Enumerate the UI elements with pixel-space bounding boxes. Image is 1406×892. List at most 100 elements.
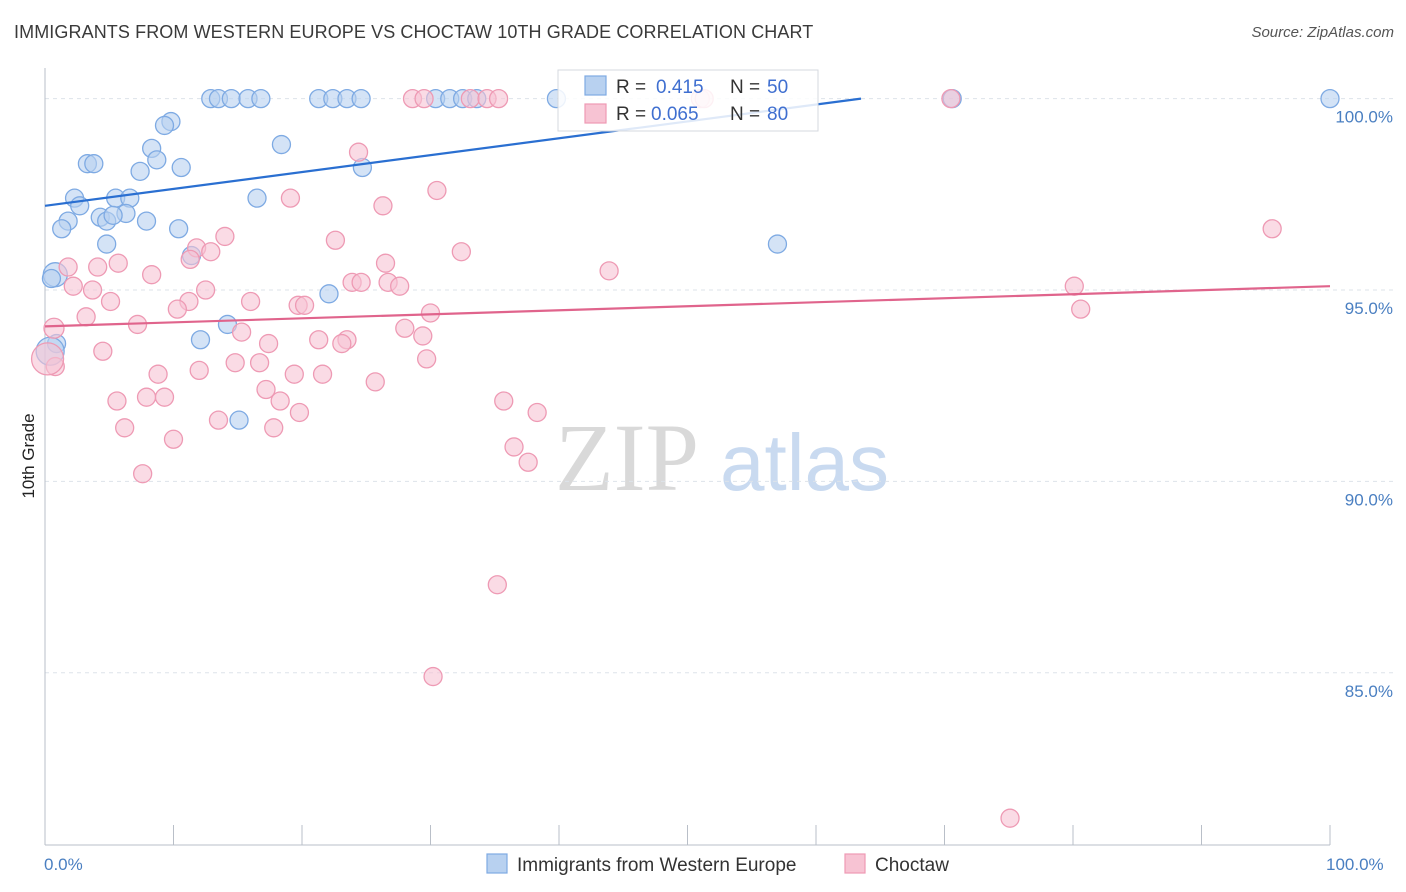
pink-point (423, 666, 443, 687)
blue-point (229, 410, 249, 430)
pink-point (527, 402, 547, 423)
gridlines (45, 98, 1395, 674)
chart-title: IMMIGRANTS FROM WESTERN EUROPE VS CHOCTA… (14, 22, 814, 42)
pink-point (189, 360, 209, 381)
legend-r-value-pink: 0.065 (651, 104, 699, 125)
pink-point (240, 291, 261, 312)
legend-r-label-pink: R = (616, 104, 646, 125)
blue-point (351, 88, 371, 109)
blue-point (147, 150, 167, 170)
pink-point (256, 379, 276, 400)
blue-point (52, 219, 72, 239)
pink-point (215, 226, 235, 247)
y-tick-label: 100.0% (1335, 108, 1393, 127)
legend-swatch-pink (584, 103, 607, 124)
pink-point (416, 349, 437, 369)
pink-point (941, 88, 961, 109)
stats-legend: R = 0.415 N = 50 R = 0.065 N = 80 (557, 69, 819, 132)
bottom-legend-swatch-blue (486, 853, 508, 874)
watermark-atlas: atlas (720, 418, 889, 507)
series-immigrants-western-europe (35, 88, 1340, 430)
source-credit: Source: ZipAtlas.com (1251, 24, 1394, 41)
pink-point (30, 342, 65, 376)
pink-point (100, 291, 121, 312)
pink-point (264, 418, 284, 438)
bottom-legend-swatch-pink (844, 853, 866, 874)
pink-point (487, 575, 507, 595)
blue-point (319, 284, 339, 304)
pink-point (76, 307, 96, 327)
blue-point (103, 205, 123, 226)
pink-point (142, 265, 162, 285)
blue-point (1320, 88, 1340, 109)
bottom-legend-label-blue: Immigrants from Western Europe (517, 855, 796, 876)
pink-point (136, 387, 157, 407)
pink-point (63, 276, 83, 296)
pink-point (494, 391, 514, 411)
pink-point (82, 280, 103, 300)
pink-point (365, 372, 385, 392)
x-ticks (44, 825, 1331, 845)
series-legend: Immigrants from Western Europe Choctaw (486, 853, 949, 876)
pink-point (154, 387, 175, 407)
pink-point (133, 464, 153, 484)
pink-point (1071, 299, 1091, 319)
pink-point (460, 88, 480, 109)
trend-line-pink (44, 285, 1331, 328)
pink-point (93, 341, 113, 361)
x-tick-label-max: 100.0% (1326, 855, 1384, 874)
blue-point (767, 234, 788, 254)
pink-point (332, 333, 352, 354)
pink-point (208, 410, 229, 430)
pink-point (351, 272, 371, 292)
pink-point (231, 322, 252, 342)
blue-point (97, 234, 117, 254)
pink-point (195, 280, 216, 300)
pink-point (148, 364, 168, 384)
pink-point (225, 353, 245, 373)
pink-point (107, 391, 127, 411)
pink-point (108, 253, 128, 273)
legend-swatch-blue (584, 75, 607, 96)
pink-point (504, 437, 524, 457)
blue-point (130, 161, 150, 181)
blue-point (84, 154, 104, 174)
blue-point (154, 115, 175, 136)
pink-point (258, 333, 279, 354)
pink-point (201, 242, 221, 262)
legend-n-label-blue: N = (730, 77, 760, 98)
pink-point (413, 326, 433, 346)
pink-point (294, 295, 315, 315)
pink-point (518, 452, 538, 472)
blue-point (271, 134, 292, 155)
blue-point (168, 219, 189, 239)
blue-point (247, 188, 267, 208)
series-choctaw (30, 88, 1282, 828)
legend-r-value-blue: 0.415 (656, 77, 704, 98)
pink-point (325, 230, 346, 250)
pink-point (280, 188, 301, 208)
pink-point (270, 391, 290, 411)
blue-point (41, 268, 62, 289)
trend-lines (44, 97, 1331, 328)
blue-point (221, 88, 241, 109)
blue-point (190, 330, 211, 350)
pink-point (88, 257, 108, 277)
blue-point (136, 211, 157, 231)
pink-point (488, 88, 509, 109)
pink-point (451, 242, 471, 262)
pink-point (427, 180, 447, 201)
y-tick-label: 85.0% (1345, 682, 1393, 701)
y-tick-label: 90.0% (1345, 490, 1393, 509)
x-tick-label-min: 0.0% (44, 855, 83, 874)
pink-point (1064, 276, 1084, 296)
pink-point (289, 402, 310, 423)
pink-point (115, 418, 135, 438)
blue-point (251, 88, 271, 109)
legend-r-label-blue: R = (616, 77, 646, 98)
pink-point (414, 88, 434, 109)
pink-point (373, 196, 393, 216)
watermark-zip: ZIP (555, 404, 699, 511)
bottom-legend-label-pink: Choctaw (875, 855, 949, 876)
